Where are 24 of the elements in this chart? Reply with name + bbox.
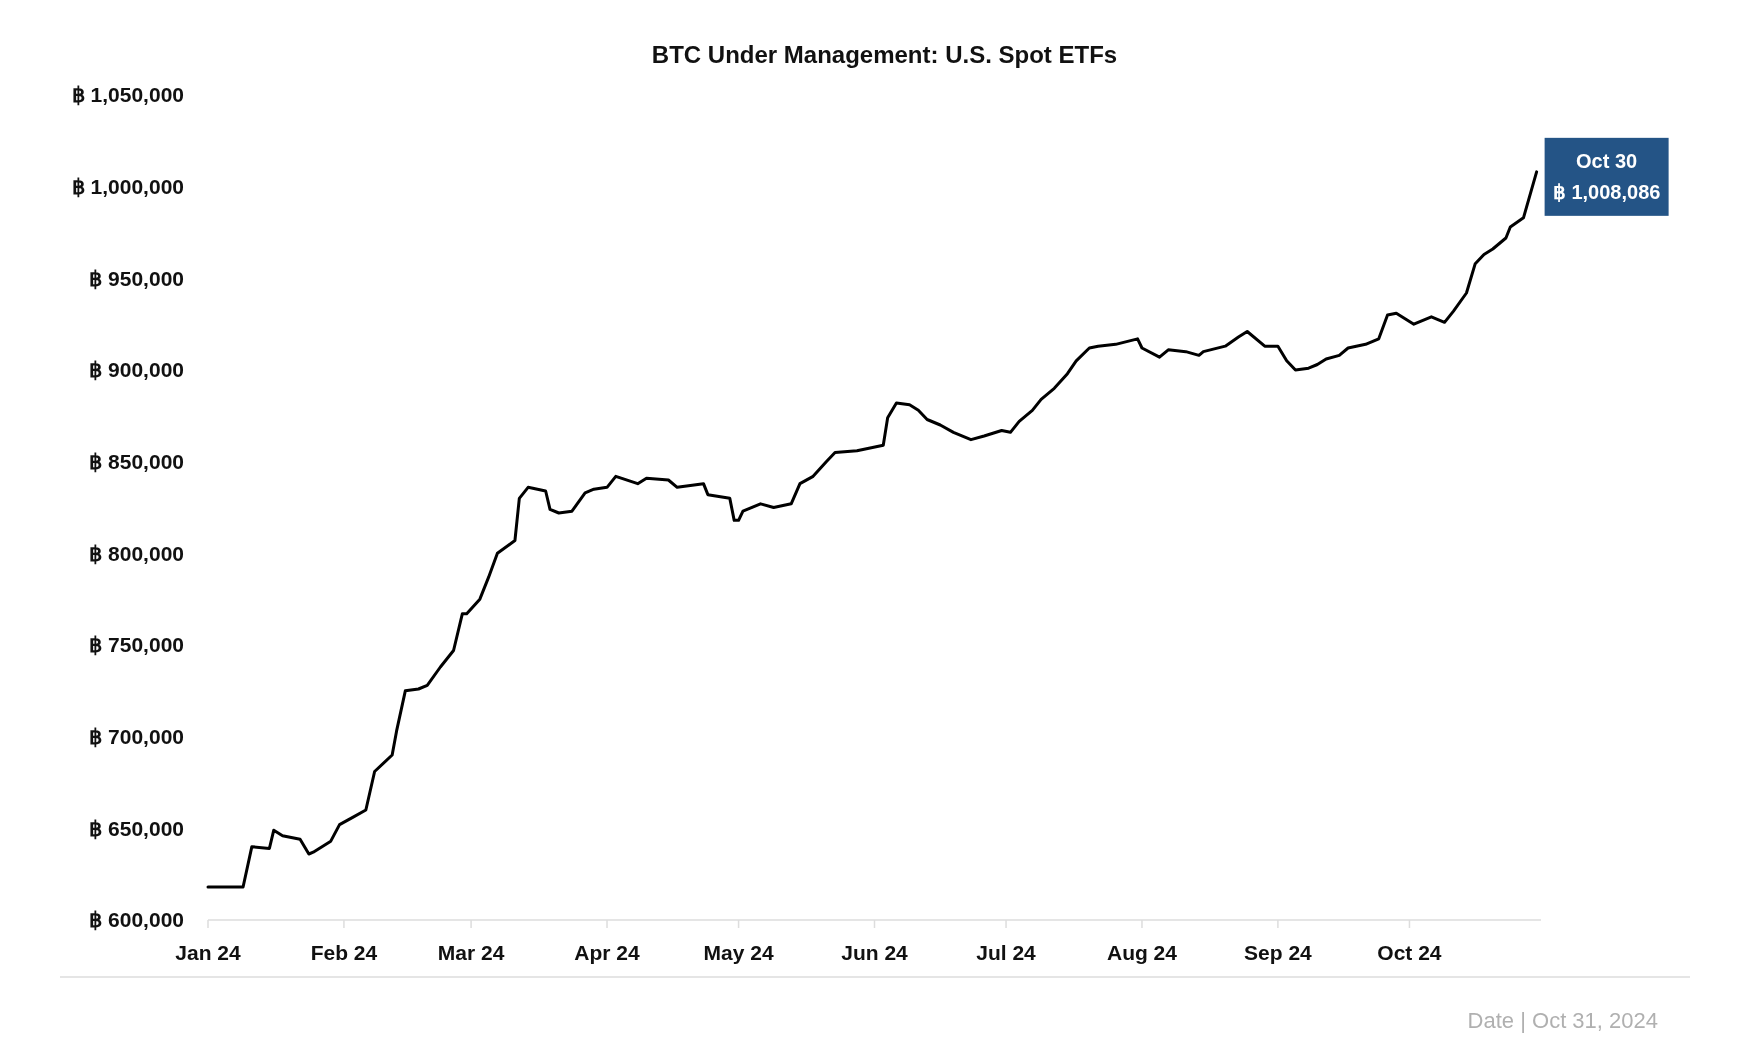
y-tick-label: ฿ 600,000 bbox=[89, 908, 184, 932]
chart-title: BTC Under Management: U.S. Spot ETFs bbox=[651, 41, 1118, 68]
y-tick-label: ฿ 850,000 bbox=[89, 450, 184, 474]
x-tick-label: Jan 24 bbox=[175, 941, 241, 964]
x-tick-label: Sep 24 bbox=[1244, 941, 1313, 964]
x-tick-label: Jul 24 bbox=[976, 941, 1037, 964]
x-tick-label: Feb 24 bbox=[310, 941, 378, 964]
x-tick-label: Mar 24 bbox=[437, 941, 505, 964]
x-tick-label: Aug 24 bbox=[1106, 941, 1178, 964]
text: Date | Oct 31, 2024 bbox=[1467, 1008, 1658, 1033]
x-tick-label: Oct 24 bbox=[1377, 941, 1442, 964]
y-tick-label: ฿ 950,000 bbox=[89, 266, 184, 290]
x-tick-label: Apr 24 bbox=[574, 941, 641, 964]
y-tick-label: ฿ 650,000 bbox=[89, 816, 184, 840]
line-series bbox=[206, 170, 1539, 889]
annotation: Oct 30 ฿ 1,008,086 bbox=[1552, 149, 1661, 203]
y-tick-label: ฿ 1,000,000 bbox=[71, 175, 184, 199]
y-tick-label: ฿ 1,050,000 bbox=[71, 83, 184, 107]
x-tick-label: May 24 bbox=[703, 941, 774, 964]
y-tick-label: ฿ 800,000 bbox=[89, 541, 184, 565]
x-tick-label: Jun 24 bbox=[841, 941, 909, 964]
y-tick-label: ฿ 700,000 bbox=[89, 725, 184, 749]
y-tick-label: ฿ 900,000 bbox=[89, 358, 184, 382]
y-tick-label: ฿ 750,000 bbox=[89, 633, 184, 657]
